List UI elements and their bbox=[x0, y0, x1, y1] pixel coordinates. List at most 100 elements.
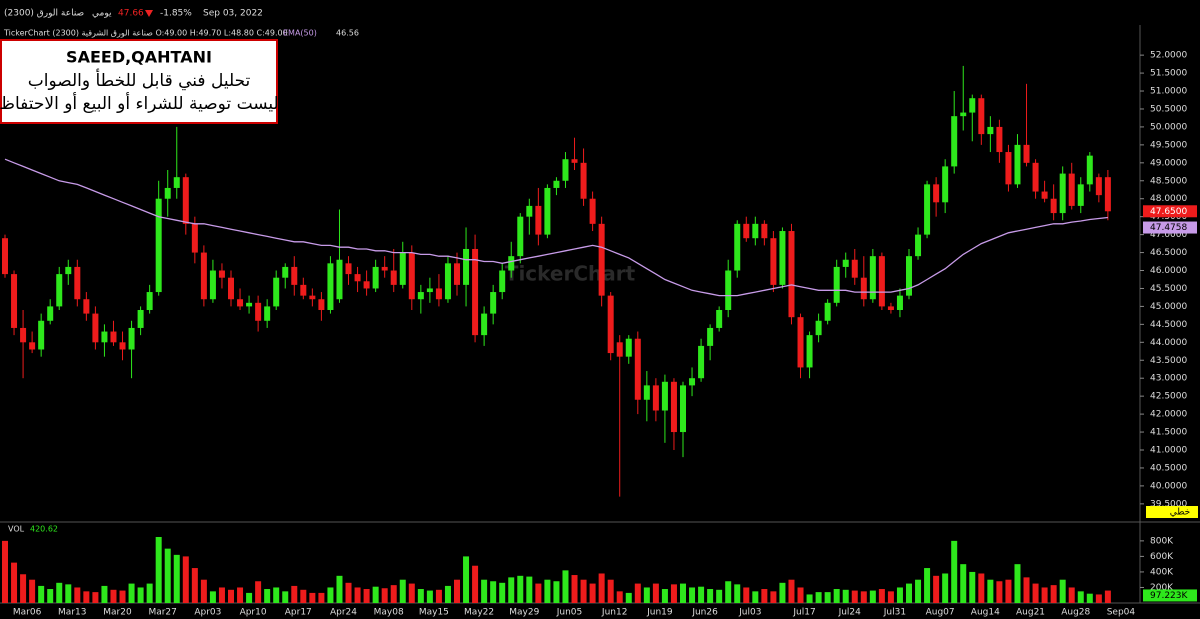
candle-body bbox=[146, 292, 153, 310]
candle-body bbox=[200, 252, 207, 300]
candle-body bbox=[209, 270, 216, 300]
volume-bar bbox=[978, 573, 985, 603]
candle-body bbox=[562, 159, 569, 181]
candle-body bbox=[689, 378, 696, 386]
candle-body bbox=[896, 295, 903, 310]
candle-body bbox=[47, 306, 54, 321]
x-tick-label: Mar06 bbox=[13, 608, 42, 618]
volume-bar bbox=[101, 585, 108, 603]
volume-bar bbox=[255, 581, 262, 603]
candle-body bbox=[670, 381, 677, 433]
volume-bar bbox=[47, 589, 54, 603]
candle-body bbox=[842, 259, 849, 267]
style-badge bbox=[1146, 506, 1198, 518]
candle-body bbox=[399, 252, 406, 285]
candle-body bbox=[761, 223, 768, 239]
candle-body bbox=[517, 216, 524, 257]
x-tick-label: Sep04 bbox=[1107, 608, 1136, 618]
y-tick-label: 43.5000 bbox=[1150, 356, 1187, 366]
volume-bar bbox=[598, 573, 605, 603]
y-tick-label: 41.5000 bbox=[1150, 428, 1187, 438]
y-tick-label: 44.0000 bbox=[1150, 338, 1187, 348]
volume-bar bbox=[788, 579, 795, 603]
volume-bar bbox=[716, 589, 723, 603]
y-tick-label: 40.0000 bbox=[1150, 481, 1187, 491]
symbol: صناعة الورق (2300) bbox=[4, 9, 84, 19]
volume-bar bbox=[779, 582, 786, 603]
volume-bar bbox=[634, 583, 641, 603]
y-tick-label: 50.5000 bbox=[1150, 104, 1187, 114]
candle-body bbox=[824, 302, 831, 321]
candle-body bbox=[137, 310, 144, 328]
volume-value: 420.62 bbox=[30, 525, 58, 534]
candle-body bbox=[652, 385, 659, 411]
candle-body bbox=[128, 327, 135, 350]
y-tick-label: 800K bbox=[1150, 536, 1174, 546]
y-tick-label: 45.5000 bbox=[1150, 284, 1187, 294]
candle-body bbox=[1032, 162, 1039, 192]
volume-bar bbox=[56, 582, 63, 603]
candle-body bbox=[2, 238, 8, 275]
candle-body bbox=[580, 162, 587, 199]
candle-body bbox=[65, 266, 72, 275]
y-tick-label: 44.5000 bbox=[1150, 320, 1187, 330]
candle-body bbox=[878, 256, 885, 307]
volume-bar bbox=[616, 591, 623, 603]
candle-body bbox=[264, 306, 271, 321]
candle-body bbox=[101, 331, 108, 343]
candle-body bbox=[960, 112, 967, 117]
ohlc-info: TickerChart صناعة الورق الشرقية (2300) O… bbox=[3, 29, 288, 38]
candle-body bbox=[797, 317, 804, 368]
volume-bar bbox=[454, 579, 460, 603]
candle-body bbox=[363, 281, 370, 289]
volume-bar bbox=[553, 581, 560, 603]
x-tick-label: Jul31 bbox=[883, 608, 906, 618]
volume-bar bbox=[444, 585, 451, 603]
candle-body bbox=[381, 266, 388, 271]
candle-body bbox=[1005, 152, 1012, 185]
x-tick-label: Apr10 bbox=[240, 608, 267, 618]
volume-bar bbox=[173, 554, 180, 603]
candle-body bbox=[345, 263, 352, 275]
volume-bar bbox=[517, 575, 524, 603]
volume-bar bbox=[707, 589, 714, 603]
candle-body bbox=[300, 284, 307, 296]
candle-body bbox=[634, 338, 641, 400]
volume-bar bbox=[960, 564, 967, 603]
x-tick-label: Aug28 bbox=[1061, 608, 1090, 618]
volume-bar bbox=[508, 577, 515, 603]
volume-bar bbox=[851, 590, 858, 603]
candle-body bbox=[155, 198, 162, 293]
volume-bar bbox=[924, 568, 931, 603]
candle-body bbox=[472, 248, 479, 336]
volume-bar bbox=[1077, 591, 1084, 603]
candle-body bbox=[815, 320, 822, 336]
candle-body bbox=[806, 335, 813, 368]
volume-bar bbox=[951, 540, 958, 603]
candle-body bbox=[996, 126, 1003, 153]
volume-bar bbox=[878, 589, 885, 603]
volume-bar bbox=[797, 587, 804, 603]
volume-bar bbox=[833, 589, 840, 603]
y-tick-label: 43.0000 bbox=[1150, 374, 1187, 384]
volume-bar bbox=[544, 579, 551, 603]
volume-bar bbox=[1104, 590, 1111, 603]
y-tick-label: 200K bbox=[1150, 583, 1174, 593]
candle-body bbox=[92, 313, 99, 343]
y-tick-label: 42.0000 bbox=[1150, 410, 1187, 420]
change: -1.85% bbox=[160, 9, 192, 19]
volume-bar bbox=[191, 568, 198, 603]
volume-bar bbox=[1086, 593, 1093, 603]
candle-body bbox=[680, 385, 686, 433]
candle-body bbox=[318, 299, 325, 310]
candle-body bbox=[698, 345, 705, 379]
candle-body bbox=[725, 270, 732, 310]
candle-body bbox=[336, 259, 343, 300]
volume-bar bbox=[743, 587, 750, 603]
candle-body bbox=[29, 342, 36, 350]
volume-bar bbox=[264, 589, 271, 603]
candle-body bbox=[869, 256, 876, 300]
candle-body bbox=[1023, 144, 1030, 163]
y-tick-label: 51.0000 bbox=[1150, 87, 1187, 97]
candle-body bbox=[481, 313, 488, 336]
